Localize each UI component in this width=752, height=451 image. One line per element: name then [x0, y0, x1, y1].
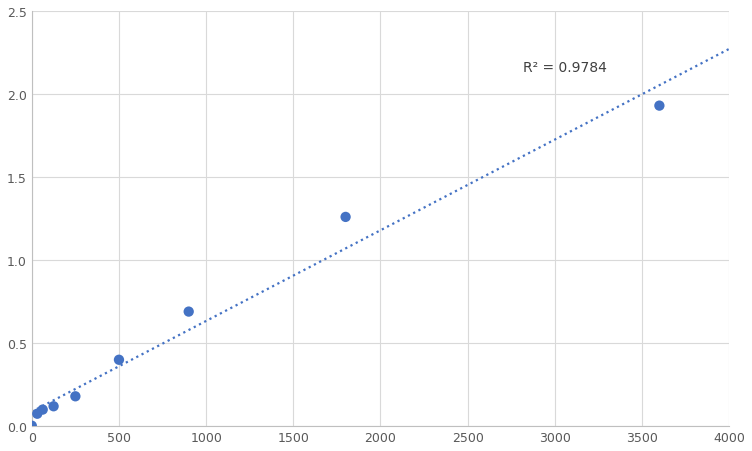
- Point: [69, 393, 81, 400]
- Point: [26, 422, 38, 429]
- Text: R² = 0.9784: R² = 0.9784: [523, 60, 608, 74]
- Point: [32, 410, 44, 418]
- Point: [653, 103, 666, 110]
- Point: [37, 406, 49, 413]
- Point: [340, 214, 352, 221]
- Point: [113, 356, 125, 364]
- Point: [183, 308, 195, 316]
- Point: [47, 403, 59, 410]
